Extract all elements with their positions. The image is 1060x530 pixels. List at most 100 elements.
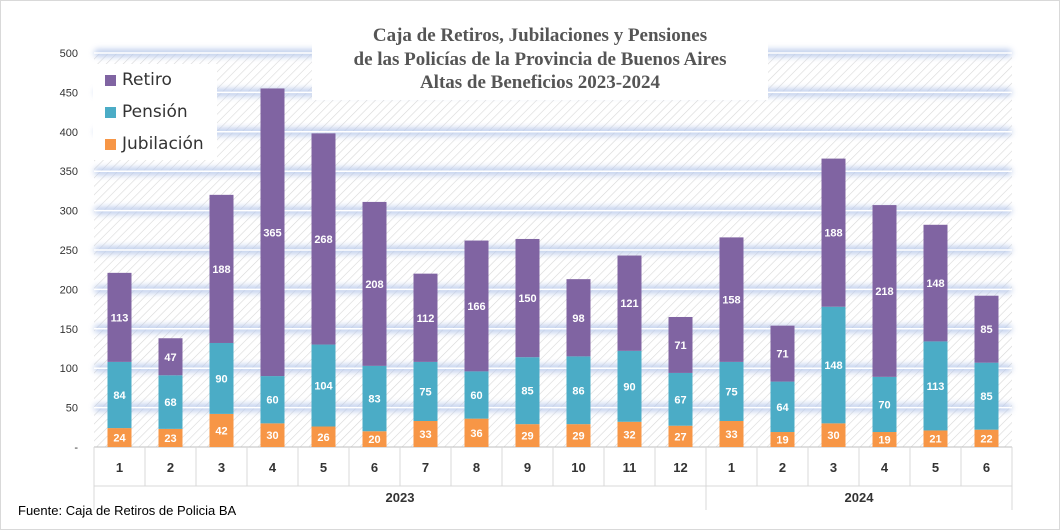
- x-group-label: 2024: [845, 490, 875, 505]
- data-label: 71: [674, 340, 686, 352]
- data-label: 90: [215, 373, 227, 385]
- data-label: 64: [776, 402, 789, 414]
- data-label: 60: [266, 395, 278, 407]
- title-line-1: Caja de Retiros, Jubilaciones y Pensione…: [372, 25, 708, 46]
- bar-pension: [413, 361, 438, 421]
- bar-pension: [260, 376, 285, 424]
- legend-swatch-jubilacion: [105, 138, 116, 150]
- bar-jubilacion: [209, 413, 234, 447]
- title-line-3: Altas de Beneficios 2023-2024: [419, 72, 661, 93]
- y-tick-label: 350: [60, 166, 78, 178]
- data-label: 148: [824, 360, 842, 372]
- bar-pension: [821, 306, 846, 424]
- bar-pension: [617, 350, 642, 422]
- bar-pension: [872, 376, 897, 433]
- bar-jubilacion: [107, 428, 132, 447]
- bar-jubilacion: [566, 424, 591, 447]
- legend-swatch-retiro: [105, 74, 116, 86]
- data-label: 90: [623, 381, 635, 393]
- bar-pension: [107, 361, 132, 429]
- x-tick-label: 1: [116, 460, 123, 475]
- bar-retiro: [464, 240, 489, 372]
- data-label: 47: [164, 352, 176, 364]
- data-label: 22: [980, 433, 992, 445]
- bar-jubilacion: [311, 426, 336, 447]
- source-note: Fuente: Caja de Retiros de Policia BA: [18, 503, 237, 518]
- bar-retiro: [107, 272, 132, 362]
- chart-title: Caja de Retiros, Jubilaciones y Pensione…: [312, 24, 768, 100]
- data-label: 113: [927, 381, 945, 393]
- x-tick-label: 3: [830, 460, 837, 475]
- bar-retiro: [770, 325, 795, 382]
- data-label: 29: [521, 431, 533, 443]
- bar-pension: [209, 342, 234, 414]
- data-label: 121: [620, 298, 638, 310]
- title-line-2: de las Policías de la Provincia de Bueno…: [353, 48, 727, 70]
- legend-item-retiro: Retiro: [105, 68, 172, 92]
- x-tick-label: 11: [623, 460, 637, 475]
- bar-jubilacion: [821, 423, 846, 447]
- legend-label-jubilacion: Jubilación: [122, 134, 204, 154]
- bar-jubilacion: [872, 432, 897, 447]
- data-label: 86: [572, 385, 584, 397]
- legend-item-pension: Pensión: [105, 100, 188, 124]
- data-label: 68: [164, 397, 176, 409]
- bar-pension: [464, 371, 489, 419]
- y-tick-label: 400: [60, 127, 78, 139]
- bar-jubilacion: [668, 425, 693, 447]
- y-tick-label: 300: [60, 206, 78, 218]
- data-label: 113: [111, 312, 129, 324]
- bar-retiro: [668, 316, 693, 373]
- bar-jubilacion: [464, 418, 489, 447]
- bar-pension: [719, 361, 744, 421]
- bar-jubilacion: [974, 429, 999, 447]
- x-tick-label: 6: [983, 460, 990, 475]
- x-tick-label: 2: [779, 460, 786, 475]
- data-label: 71: [776, 349, 788, 361]
- bar-retiro: [617, 255, 642, 351]
- data-label: 19: [878, 435, 890, 447]
- y-tick-label: 150: [60, 324, 78, 336]
- bar-jubilacion: [362, 431, 387, 447]
- bar-jubilacion: [515, 424, 540, 447]
- data-label: 67: [674, 394, 686, 406]
- x-tick-label: 8: [473, 460, 480, 475]
- legend: Retiro Pensión Jubilación: [93, 64, 217, 160]
- x-tick-label: 4: [269, 460, 277, 475]
- data-label: 150: [518, 293, 536, 305]
- bar-retiro: [719, 237, 744, 362]
- data-label: 32: [623, 429, 635, 441]
- data-label: 208: [365, 279, 383, 291]
- bar-pension: [668, 372, 693, 426]
- data-label: 365: [263, 227, 281, 239]
- data-label: 33: [419, 429, 431, 441]
- y-tick-label: 100: [60, 363, 78, 375]
- bar-pension: [923, 341, 948, 431]
- data-label: 188: [824, 228, 842, 240]
- bar-retiro: [413, 273, 438, 362]
- data-label: 85: [980, 324, 992, 336]
- x-tick-label: 5: [932, 460, 939, 475]
- bar-pension: [770, 381, 795, 433]
- data-label: 112: [417, 313, 435, 325]
- data-label: 268: [314, 234, 332, 246]
- bar-pension: [158, 375, 183, 429]
- bar-retiro: [209, 194, 234, 343]
- data-label: 30: [266, 430, 278, 442]
- x-tick-label: 12: [673, 460, 687, 475]
- bar-jubilacion: [158, 428, 183, 447]
- data-label: 84: [113, 390, 126, 402]
- bar-retiro: [260, 88, 285, 377]
- data-label: 85: [980, 391, 992, 403]
- bar-pension: [362, 365, 387, 432]
- x-tick-label: 4: [881, 460, 889, 475]
- bar-retiro: [872, 205, 897, 377]
- x-tick-label: 5: [320, 460, 327, 475]
- data-label: 85: [521, 386, 533, 398]
- x-group-label: 2023: [386, 490, 415, 505]
- data-label: 26: [317, 432, 329, 444]
- data-label: 33: [725, 429, 737, 441]
- data-label: 98: [572, 313, 584, 325]
- bar-jubilacion: [770, 432, 795, 447]
